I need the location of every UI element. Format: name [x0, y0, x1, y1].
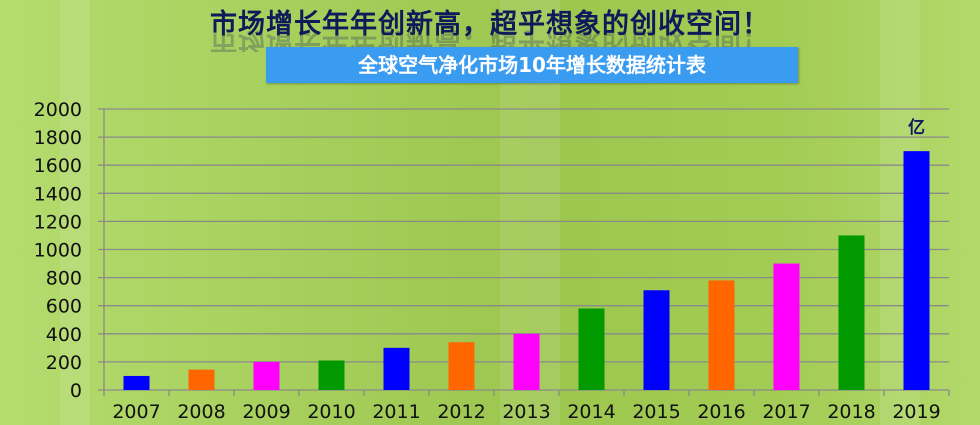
bar-2014	[578, 308, 605, 390]
x-tick-label: 2009	[242, 401, 290, 423]
x-tick-label: 2016	[697, 401, 745, 423]
x-tick-label: 2014	[567, 401, 615, 423]
x-tick-label: 2019	[892, 401, 940, 423]
bar-2013	[513, 333, 540, 390]
bar-2007	[123, 375, 150, 390]
x-tick-label: 2007	[112, 401, 160, 423]
x-tick-label: 2012	[437, 401, 485, 423]
chart-title: 全球空气净化市场10年增长数据统计表	[266, 47, 798, 83]
unit-label: 亿	[908, 117, 925, 138]
background-stripe	[60, 0, 90, 425]
y-tick-label: 1000	[34, 240, 82, 262]
y-tick-label: 1600	[34, 155, 82, 177]
y-tick-label: 200	[46, 352, 82, 374]
bar-2011	[383, 347, 410, 390]
y-tick-label: 400	[46, 324, 82, 346]
y-tick-label: 600	[46, 296, 82, 318]
y-tick-label: 0	[70, 380, 82, 402]
x-tick-label: 2013	[502, 401, 550, 423]
y-tick-label: 2000	[34, 99, 82, 121]
y-tick-label: 1800	[34, 127, 82, 149]
bar-2012	[448, 342, 475, 390]
bar-2016	[708, 280, 735, 390]
x-tick-label: 2017	[762, 401, 810, 423]
y-tick-label: 1400	[34, 183, 82, 205]
bar-2015	[643, 290, 670, 390]
x-tick-label: 2018	[827, 401, 875, 423]
x-tick-label: 2011	[372, 401, 420, 423]
bar-2008	[188, 369, 215, 390]
headline: 市场增长年年创新高，超乎想象的创收空间！	[210, 9, 770, 40]
y-tick-label: 1200	[34, 211, 82, 233]
x-tick-label: 2008	[177, 401, 225, 423]
bar-2018	[838, 235, 865, 390]
bar-2019	[903, 151, 930, 390]
bar-2010	[318, 360, 345, 390]
x-tick-label: 2010	[307, 401, 355, 423]
bar-2017	[773, 263, 800, 390]
bar-2009	[253, 361, 280, 390]
y-tick-label: 800	[46, 268, 82, 290]
x-tick-label: 2015	[632, 401, 680, 423]
